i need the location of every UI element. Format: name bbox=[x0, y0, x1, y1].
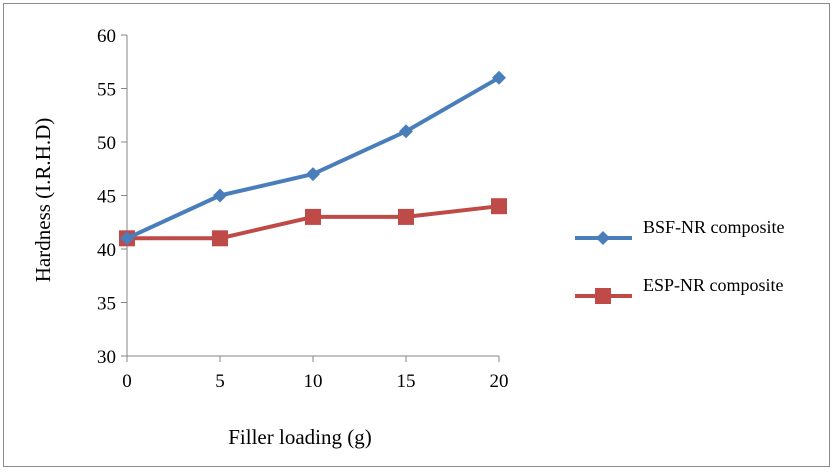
data-point bbox=[305, 208, 321, 225]
legend-label: ESP-NR composite bbox=[643, 275, 784, 295]
x-tick-label: 20 bbox=[490, 371, 509, 392]
data-point bbox=[212, 230, 228, 247]
data-point bbox=[120, 231, 134, 246]
x-tick-label: 5 bbox=[215, 371, 225, 392]
legend-marker bbox=[595, 288, 611, 304]
data-point bbox=[213, 188, 227, 203]
axes: 30 35 40 45 50 55 60 0 5 10 15 20 bbox=[97, 26, 509, 392]
y-tick-label: 35 bbox=[97, 294, 116, 315]
legend-label: BSF-NR composite bbox=[643, 217, 785, 237]
data-point bbox=[398, 208, 414, 225]
legend-entry: BSF-NR composite bbox=[575, 217, 785, 245]
data-point bbox=[492, 70, 506, 85]
y-tick-label: 55 bbox=[97, 80, 116, 101]
chart-frame bbox=[3, 3, 830, 467]
y-tick-label: 40 bbox=[97, 240, 116, 261]
y-tick-label: 50 bbox=[97, 133, 116, 154]
series-layer bbox=[119, 70, 507, 247]
data-point bbox=[399, 124, 413, 139]
legend-marker bbox=[596, 231, 610, 245]
x-tick-label: 10 bbox=[304, 371, 323, 392]
y-tick-label: 30 bbox=[97, 347, 116, 368]
x-axis-title: Filler loading (g) bbox=[228, 425, 371, 449]
x-tick-label: 0 bbox=[122, 371, 132, 392]
data-point bbox=[491, 198, 507, 215]
data-point bbox=[306, 167, 320, 182]
series-bsf-nr-composite bbox=[120, 70, 506, 246]
y-tick-label: 60 bbox=[97, 26, 116, 47]
x-tick-label: 15 bbox=[397, 371, 416, 392]
y-tick-label: 45 bbox=[97, 187, 116, 208]
y-axis-title: Hardness (I.R.H.D) bbox=[31, 118, 55, 282]
legend-entry: ESP-NR composite bbox=[575, 275, 784, 304]
series-esp-nr-composite bbox=[119, 198, 507, 247]
legend: BSF-NR composite ESP-NR composite bbox=[575, 217, 785, 304]
